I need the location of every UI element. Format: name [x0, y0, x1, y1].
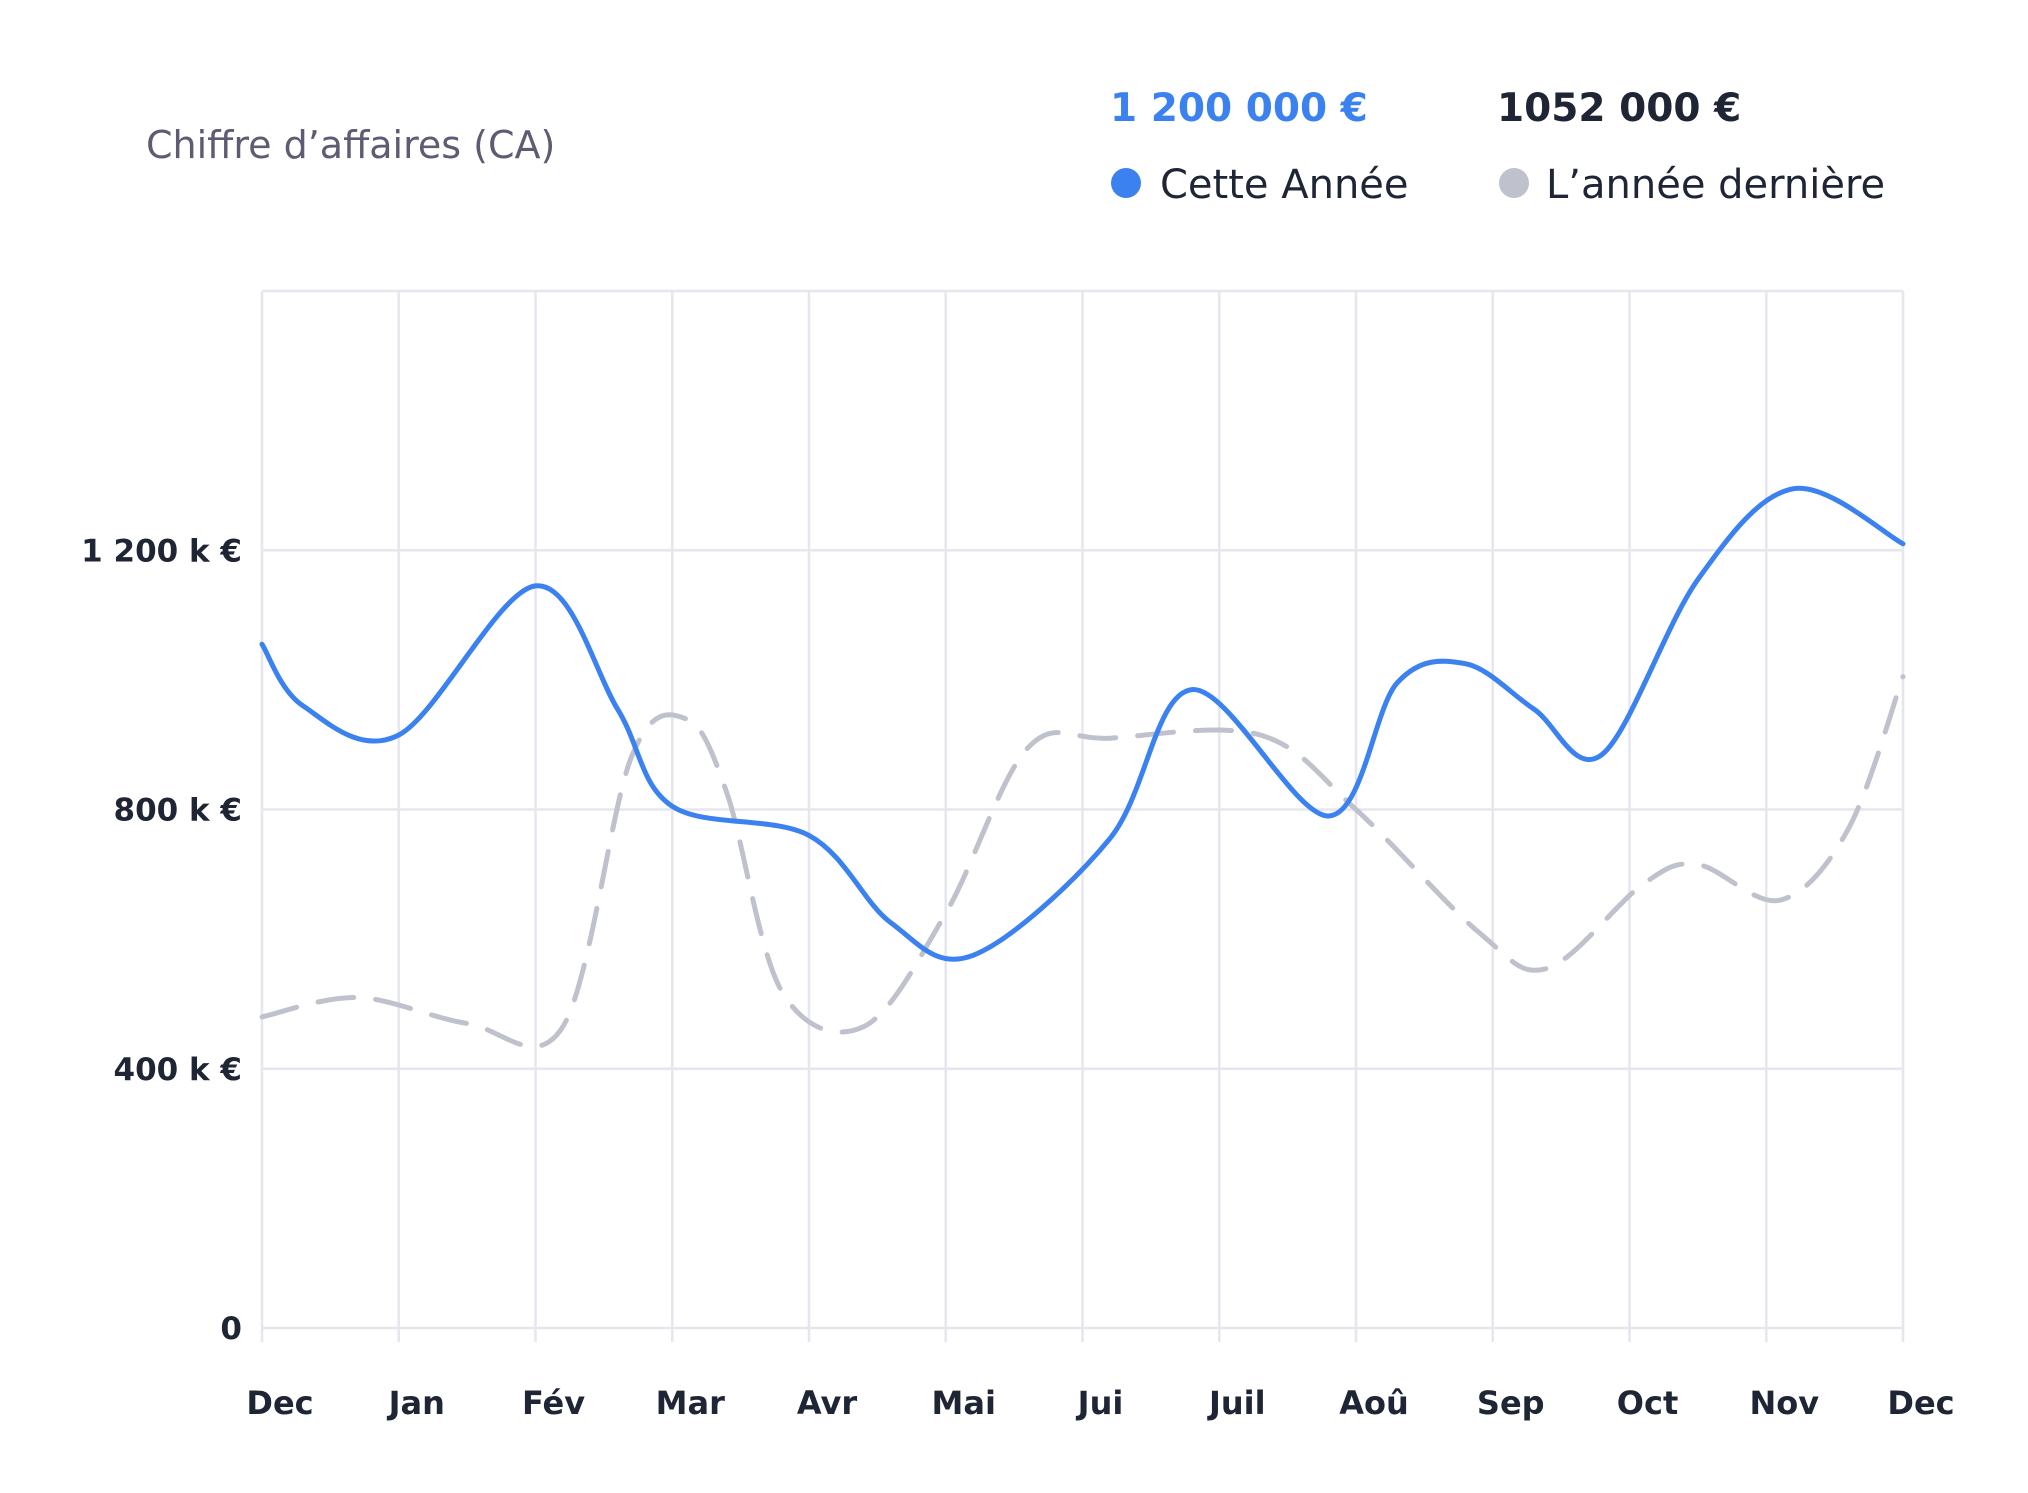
x-tick-label: Mai [932, 1384, 996, 1422]
total-this-year: 1 200 000 € [1110, 86, 1368, 131]
legend-marker-last-year [1499, 168, 1529, 198]
x-tick-label: Aoû [1339, 1384, 1409, 1422]
total-last-year: 1052 000 € [1497, 86, 1741, 131]
x-tick-label: Dec [246, 1384, 313, 1422]
legend-label-last-year: L’année dernière [1546, 162, 1885, 208]
y-tick-label: 800 k € [114, 793, 242, 829]
x-tick-label: Juil [1207, 1384, 1266, 1422]
x-tick-label: Avr [797, 1384, 857, 1422]
x-tick-label: Nov [1749, 1384, 1819, 1422]
x-tick-label: Mar [656, 1384, 725, 1422]
series-line-last-year [259, 674, 1906, 1050]
legend: 1 200 000 € 1052 000 € Cette Année L’ann… [1110, 86, 1885, 208]
legend-label-this-year: Cette Année [1160, 162, 1409, 208]
x-tick-label: Fév [522, 1384, 585, 1422]
legend-marker-this-year [1111, 168, 1141, 198]
x-tick-label: Jui [1076, 1384, 1124, 1422]
x-tick-label: Dec [1887, 1384, 1954, 1422]
y-tick-label: 0 [220, 1311, 242, 1347]
series-line-this-year [259, 485, 1906, 962]
y-tick-label: 1 200 k € [81, 533, 242, 569]
x-tick-label: Sep [1477, 1384, 1545, 1422]
y-tick-label: 400 k € [114, 1052, 242, 1088]
x-tick-label: Jan [387, 1384, 445, 1422]
chart-title: Chiffre d’affaires (CA) [146, 123, 555, 167]
x-tick-label: Oct [1617, 1384, 1678, 1422]
